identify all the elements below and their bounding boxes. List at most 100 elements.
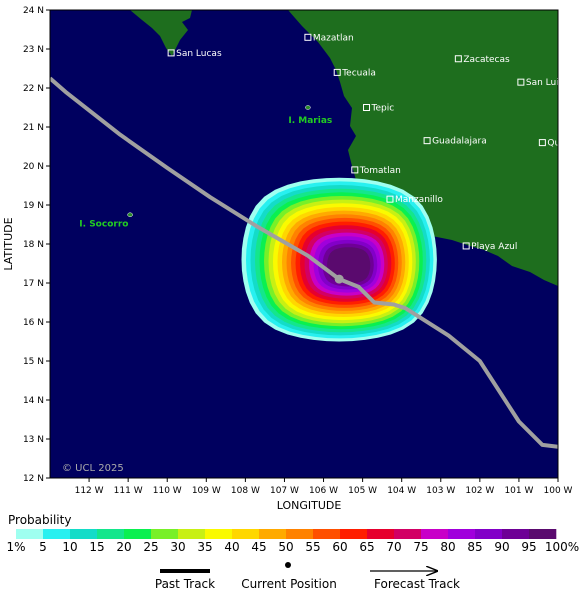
- legend-label-20: 20: [116, 540, 131, 554]
- legend-label-40: 40: [224, 540, 239, 554]
- town-san-lucas: San Lucas: [167, 49, 222, 59]
- island-shape: [305, 105, 311, 110]
- lon-tick-label: 107 W: [270, 486, 299, 496]
- legend-swatch-40: [232, 529, 260, 539]
- mainland-mexico-land: [288, 10, 558, 286]
- lat-tick-label: 15 N: [23, 357, 44, 367]
- town-label: Tecuala: [341, 68, 376, 78]
- legend-label-10: 10: [62, 540, 77, 554]
- legend-swatch-85: [475, 529, 503, 539]
- x-axis-title: LONGITUDE: [277, 499, 342, 512]
- lon-tick-label: 104 W: [387, 486, 416, 496]
- legend-swatch-1%: [16, 529, 44, 539]
- current-position-label: Current Position: [241, 577, 337, 591]
- current-position-marker: [334, 274, 344, 284]
- legend-swatch-80: [448, 529, 476, 539]
- legend-swatch-70: [394, 529, 422, 539]
- legend-label-90: 90: [494, 540, 509, 554]
- town-label: San Lucas: [176, 49, 222, 59]
- legend-label-75: 75: [413, 540, 428, 554]
- town-marker-icon: [304, 33, 312, 41]
- probability-field: [241, 177, 437, 342]
- lat-tick-label: 23 N: [23, 45, 44, 55]
- legend-label-55: 55: [305, 540, 320, 554]
- town-label: Tepic: [371, 104, 395, 114]
- forecast-track-line: [50, 76, 558, 449]
- town-label: Playa Azul: [471, 242, 517, 252]
- town-tomatlan: Tomatlan: [351, 166, 401, 176]
- lon-tick-label: 110 W: [153, 486, 182, 496]
- lat-tick-label: 13 N: [23, 435, 44, 445]
- legend-swatch-90: [502, 529, 530, 539]
- probability-contour-95: [327, 247, 371, 284]
- town-zacatecas: Zacatecas: [454, 55, 510, 65]
- legend-swatch-45: [259, 529, 287, 539]
- latitude-ticks: 12 N 13 N 14 N 15 N 16 N 17 N 18 N 19 N 20 N 21 N…: [23, 6, 50, 484]
- lon-tick-label: 103 W: [426, 486, 455, 496]
- town-markers: San Lucas Mazatlan Tecuala Zacatecas San Lui…: [167, 33, 580, 252]
- town-label: Guadalajara: [432, 137, 487, 147]
- town-marker-icon: [363, 104, 371, 111]
- lat-tick-label: 24 N: [23, 6, 44, 16]
- past-track-label: Past Track: [155, 577, 215, 591]
- lat-tick-label: 21 N: [23, 123, 44, 133]
- town-marker-icon: [423, 137, 431, 145]
- legend-swatch-5: [43, 529, 71, 539]
- legend-swatch-75: [421, 529, 449, 539]
- legend-label-1%: 1%: [6, 540, 25, 554]
- island-i-socorro: I. Socorro: [79, 212, 133, 229]
- town-label: Manzanillo: [395, 195, 443, 205]
- island-label: I. Marias: [288, 116, 332, 126]
- town-queretaro: Queretaro: [538, 139, 580, 149]
- legend-label-60: 60: [332, 540, 347, 554]
- legend-label-5: 5: [39, 540, 47, 554]
- map-area: San Lucas Mazatlan Tecuala Zacatecas San Lui…: [50, 10, 580, 478]
- lon-tick-label: 109 W: [192, 486, 221, 496]
- legend-swatch-50: [286, 529, 314, 539]
- lat-tick-label: 16 N: [23, 318, 44, 328]
- town-marker-icon: [351, 166, 359, 174]
- current-position-symbol: [285, 562, 291, 568]
- legend-swatch-55: [313, 529, 341, 539]
- town-manzanillo: Manzanillo: [386, 195, 443, 205]
- legend-title: Probability: [8, 513, 71, 527]
- town-marker-icon: [333, 68, 341, 76]
- legend-label-15: 15: [89, 540, 104, 554]
- town-marker-icon: [454, 55, 462, 63]
- legend-label-50: 50: [278, 540, 293, 554]
- town-mazatlan: Mazatlan: [304, 33, 354, 43]
- legend-label-25: 25: [143, 540, 158, 554]
- lat-tick-label: 12 N: [23, 474, 44, 484]
- lat-tick-label: 17 N: [23, 279, 44, 289]
- legend-swatch-25: [151, 529, 179, 539]
- legend-swatch-65: [367, 529, 395, 539]
- lon-tick-label: 105 W: [348, 486, 377, 496]
- legend-swatch-20: [124, 529, 152, 539]
- legend-label-65: 65: [359, 540, 374, 554]
- legend-label-70: 70: [386, 540, 401, 554]
- legend-label-45: 45: [251, 540, 266, 554]
- legend-label-30: 30: [170, 540, 185, 554]
- legend-label-95: 95: [521, 540, 536, 554]
- legend-label-80: 80: [440, 540, 455, 554]
- lat-tick-label: 14 N: [23, 396, 44, 406]
- legend-swatch-15: [97, 529, 125, 539]
- town-guadalajara: Guadalajara: [423, 137, 487, 147]
- island-markers: I. Marias I. Socorro: [79, 105, 332, 229]
- lat-tick-label: 18 N: [23, 240, 44, 250]
- island-i-marias: I. Marias: [288, 105, 332, 126]
- town-label: Mazatlan: [313, 33, 354, 43]
- legend-end-label: 100%: [545, 540, 579, 554]
- lon-tick-label: 101 W: [504, 486, 533, 496]
- y-axis-title: LATITUDE: [2, 217, 15, 270]
- lon-tick-label: 106 W: [309, 486, 338, 496]
- legend-swatch-95: [529, 529, 557, 539]
- copyright: © UCL 2025: [62, 463, 124, 474]
- lon-tick-label: 112 W: [75, 486, 104, 496]
- lat-tick-label: 22 N: [23, 84, 44, 94]
- baja-peninsula-land: [130, 10, 192, 56]
- town-playa-azul: Playa Azul: [462, 242, 517, 252]
- town-label: Zacatecas: [463, 55, 510, 65]
- longitude-ticks: 112 W 111 W 110 W 109 W 108 W 107 W 106 W 105 W…: [75, 478, 573, 496]
- town-label: Queretaro: [547, 139, 580, 149]
